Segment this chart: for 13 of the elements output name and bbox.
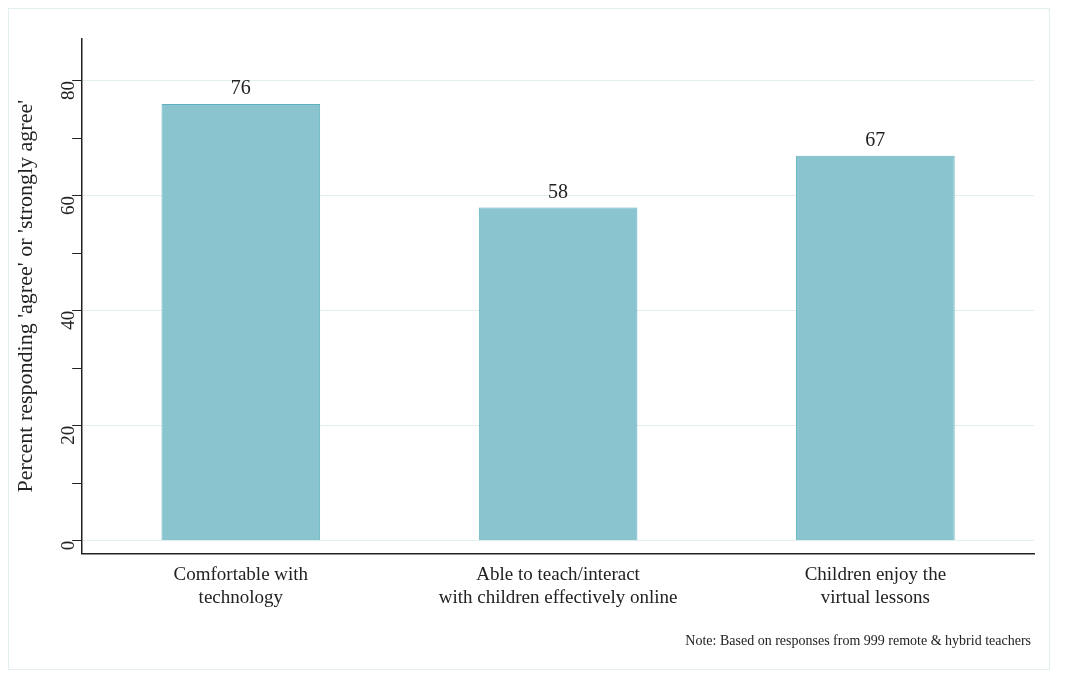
data-label: 58 <box>548 179 569 202</box>
y-tick-label: 20 <box>57 425 79 445</box>
x-tick-label: Children enjoy the virtual lessons <box>804 562 947 607</box>
y-tick-label: 80 <box>57 80 79 100</box>
y-axis-title: Percent responding 'agree' or 'strongly agree' <box>11 99 37 493</box>
y-tick-label: 60 <box>57 195 79 215</box>
data-label: 67 <box>865 127 886 150</box>
x-tick-label: Comfortable with technology <box>173 562 309 607</box>
y-tick-label: 40 <box>57 310 79 330</box>
text: Note: Based on responses from 999 remote & hybrid teachers <box>685 633 1031 649</box>
data-label: 76 <box>230 76 251 99</box>
x-tick-label: Able to teach/interact with children effectively online <box>438 562 678 607</box>
y-tick-label: 0 <box>57 540 79 551</box>
